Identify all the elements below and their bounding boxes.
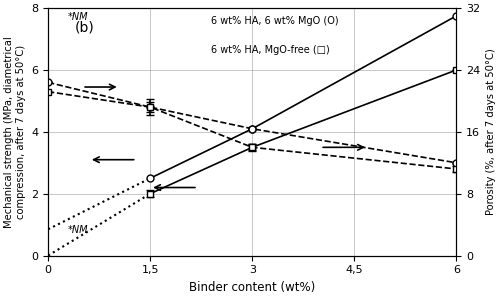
Y-axis label: Mechanical strength (MPa, diametrical
compression, after 7 days at 50°C): Mechanical strength (MPa, diametrical co… [4,36,26,228]
Y-axis label: Porosity (%, after 7 days at 50°C): Porosity (%, after 7 days at 50°C) [486,49,496,215]
X-axis label: Binder content (wt%): Binder content (wt%) [189,281,316,294]
Text: 6 wt% HA, 6 wt% MgO (O): 6 wt% HA, 6 wt% MgO (O) [212,15,339,26]
Text: *NM: *NM [67,226,87,235]
Text: *NM: *NM [67,12,87,22]
Text: (b): (b) [74,21,94,35]
Text: 6 wt% HA, MgO-free (□): 6 wt% HA, MgO-free (□) [212,45,330,55]
